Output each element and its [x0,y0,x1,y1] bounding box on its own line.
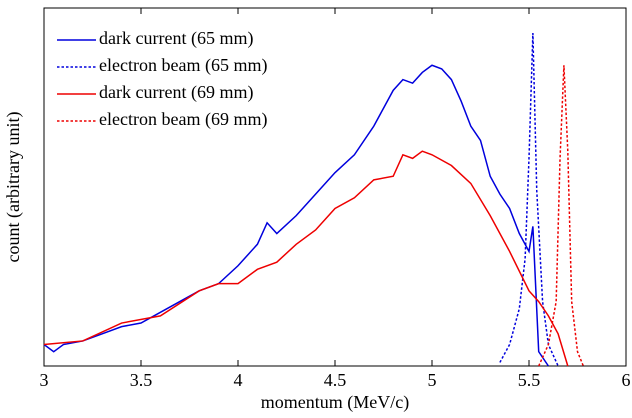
x-axis-label: momentum (MeV/c) [261,392,409,413]
x-tick-label: 6 [622,370,631,390]
x-tick-label: 4.5 [324,370,347,390]
x-tick-label: 3 [40,370,49,390]
data-line [43,64,550,367]
y-axis-label: count (arbitrary unit) [3,112,24,263]
x-tick-label: 4 [234,370,243,390]
legend-label: dark current (69 mm) [99,82,253,103]
x-tick-label: 5.5 [518,370,541,390]
data-line [499,33,559,367]
legend-label: electron beam (69 mm) [99,109,267,130]
legend-label: dark current (65 mm) [99,28,253,49]
x-tick-label: 3.5 [130,370,153,390]
x-tick-label: 5 [428,370,437,390]
data-line [43,150,569,367]
legend-label: electron beam (65 mm) [99,55,267,76]
data-line [538,65,585,367]
